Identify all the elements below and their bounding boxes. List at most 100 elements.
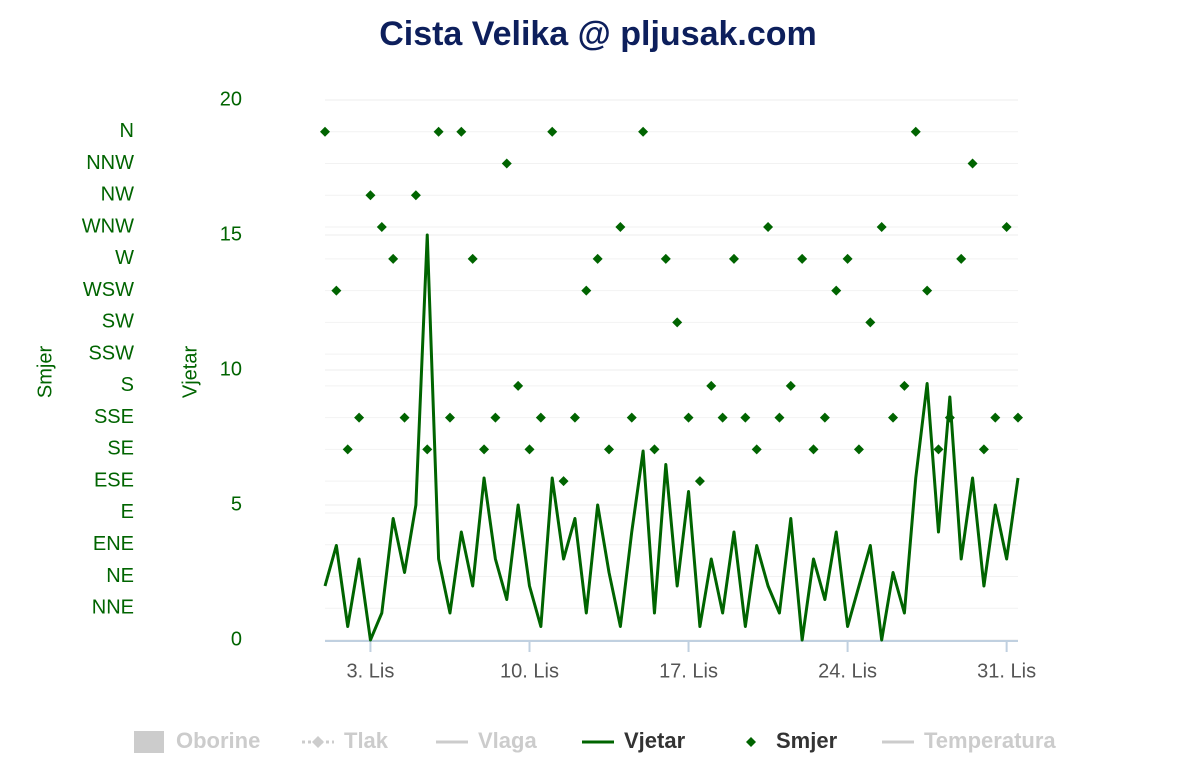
direction-point xyxy=(831,285,842,296)
direction-point xyxy=(626,412,637,423)
direction-point xyxy=(785,380,796,391)
direction-point xyxy=(933,444,944,455)
direction-point xyxy=(433,126,444,137)
direction-point xyxy=(604,444,615,455)
direction-point xyxy=(320,126,330,137)
direction-point xyxy=(899,380,910,391)
y2-tick-label: W xyxy=(115,247,134,269)
y-tick-label: 10 xyxy=(220,358,242,380)
legend-label[interactable]: Smjer xyxy=(776,728,838,753)
direction-point xyxy=(331,285,342,296)
direction-point xyxy=(1013,412,1023,423)
direction-point xyxy=(376,222,387,233)
y-tick-label: 5 xyxy=(231,493,242,515)
direction-point xyxy=(388,253,399,264)
direction-point xyxy=(706,380,717,391)
x-tick-label: 10. Lis xyxy=(500,660,559,682)
direction-point xyxy=(660,253,671,264)
chart-title: Cista Velika @ pljusak.com xyxy=(379,15,817,53)
x-tick-label: 17. Lis xyxy=(659,660,718,682)
legend-symbol xyxy=(134,731,164,753)
direction-point xyxy=(524,444,535,455)
y2-tick-label: WNW xyxy=(82,215,134,237)
direction-point xyxy=(683,412,694,423)
y2-tick-label: N xyxy=(120,120,134,142)
direction-point xyxy=(990,412,1001,423)
legend-symbol xyxy=(312,736,324,748)
direction-point xyxy=(910,126,921,137)
y-axis-label: Vjetar xyxy=(179,346,201,399)
direction-point xyxy=(479,444,490,455)
legend-label[interactable]: Vjetar xyxy=(624,728,686,753)
y2-tick-label: NW xyxy=(101,184,134,206)
direction-point xyxy=(467,253,478,264)
direction-point xyxy=(888,412,899,423)
x-tick-label: 31. Lis xyxy=(977,660,1036,682)
direction-point xyxy=(944,412,955,423)
direction-point xyxy=(717,412,728,423)
legend-label[interactable]: Temperatura xyxy=(924,728,1056,753)
direction-point xyxy=(763,222,774,233)
direction-point xyxy=(967,158,978,169)
direction-point xyxy=(774,412,785,423)
x-tick-label: 3. Lis xyxy=(347,660,395,682)
direction-point xyxy=(547,126,558,137)
y2-tick-label: SE xyxy=(107,438,134,460)
y2-tick-label: WSW xyxy=(83,279,134,301)
direction-point xyxy=(410,190,421,201)
legend-symbol xyxy=(746,737,756,747)
direction-point xyxy=(592,253,603,264)
legend-label[interactable]: Tlak xyxy=(344,728,389,753)
direction-point xyxy=(876,222,887,233)
y-tick-label: 0 xyxy=(231,628,242,650)
direction-point xyxy=(581,285,592,296)
direction-point xyxy=(638,126,649,137)
y-tick-label: 15 xyxy=(220,223,242,245)
direction-point xyxy=(808,444,819,455)
direction-point xyxy=(399,412,410,423)
direction-point xyxy=(365,190,376,201)
direction-point xyxy=(535,412,546,423)
direction-point xyxy=(501,158,512,169)
direction-point xyxy=(422,444,433,455)
direction-point xyxy=(956,253,967,264)
direction-point xyxy=(978,444,989,455)
direction-point xyxy=(842,253,853,264)
y2-tick-label: SW xyxy=(102,311,134,333)
direction-point xyxy=(615,222,626,233)
legend-label[interactable]: Vlaga xyxy=(478,728,537,753)
direction-point xyxy=(456,126,467,137)
y2-tick-label: NNE xyxy=(92,597,134,619)
direction-point xyxy=(1001,222,1012,233)
y-tick-label: 20 xyxy=(220,88,242,110)
direction-point xyxy=(513,380,524,391)
direction-point xyxy=(672,317,683,328)
y2-tick-label: E xyxy=(121,501,134,523)
direction-point xyxy=(694,476,705,487)
direction-point xyxy=(819,412,830,423)
y2-tick-label: S xyxy=(121,374,134,396)
direction-point xyxy=(865,317,876,328)
y2-tick-label: ENE xyxy=(93,533,134,555)
wind-line xyxy=(323,233,1020,642)
direction-point xyxy=(922,285,933,296)
y2-tick-label: ESE xyxy=(94,469,134,491)
y2-tick-label: NE xyxy=(106,565,134,587)
legend-label[interactable]: Oborine xyxy=(176,728,260,753)
y2-axis-label: Smjer xyxy=(34,346,56,399)
y2-tick-label: SSE xyxy=(94,406,134,428)
direction-point xyxy=(740,412,751,423)
direction-point xyxy=(751,444,762,455)
direction-point xyxy=(342,444,353,455)
direction-point xyxy=(354,412,365,423)
y2-tick-label: NNW xyxy=(86,152,134,174)
y2-tick-label: SSW xyxy=(88,342,134,364)
direction-point xyxy=(444,412,455,423)
x-tick-label: 24. Lis xyxy=(818,660,877,682)
direction-point xyxy=(797,253,808,264)
direction-point xyxy=(569,412,580,423)
direction-point xyxy=(728,253,739,264)
direction-point xyxy=(649,444,660,455)
direction-point xyxy=(853,444,864,455)
